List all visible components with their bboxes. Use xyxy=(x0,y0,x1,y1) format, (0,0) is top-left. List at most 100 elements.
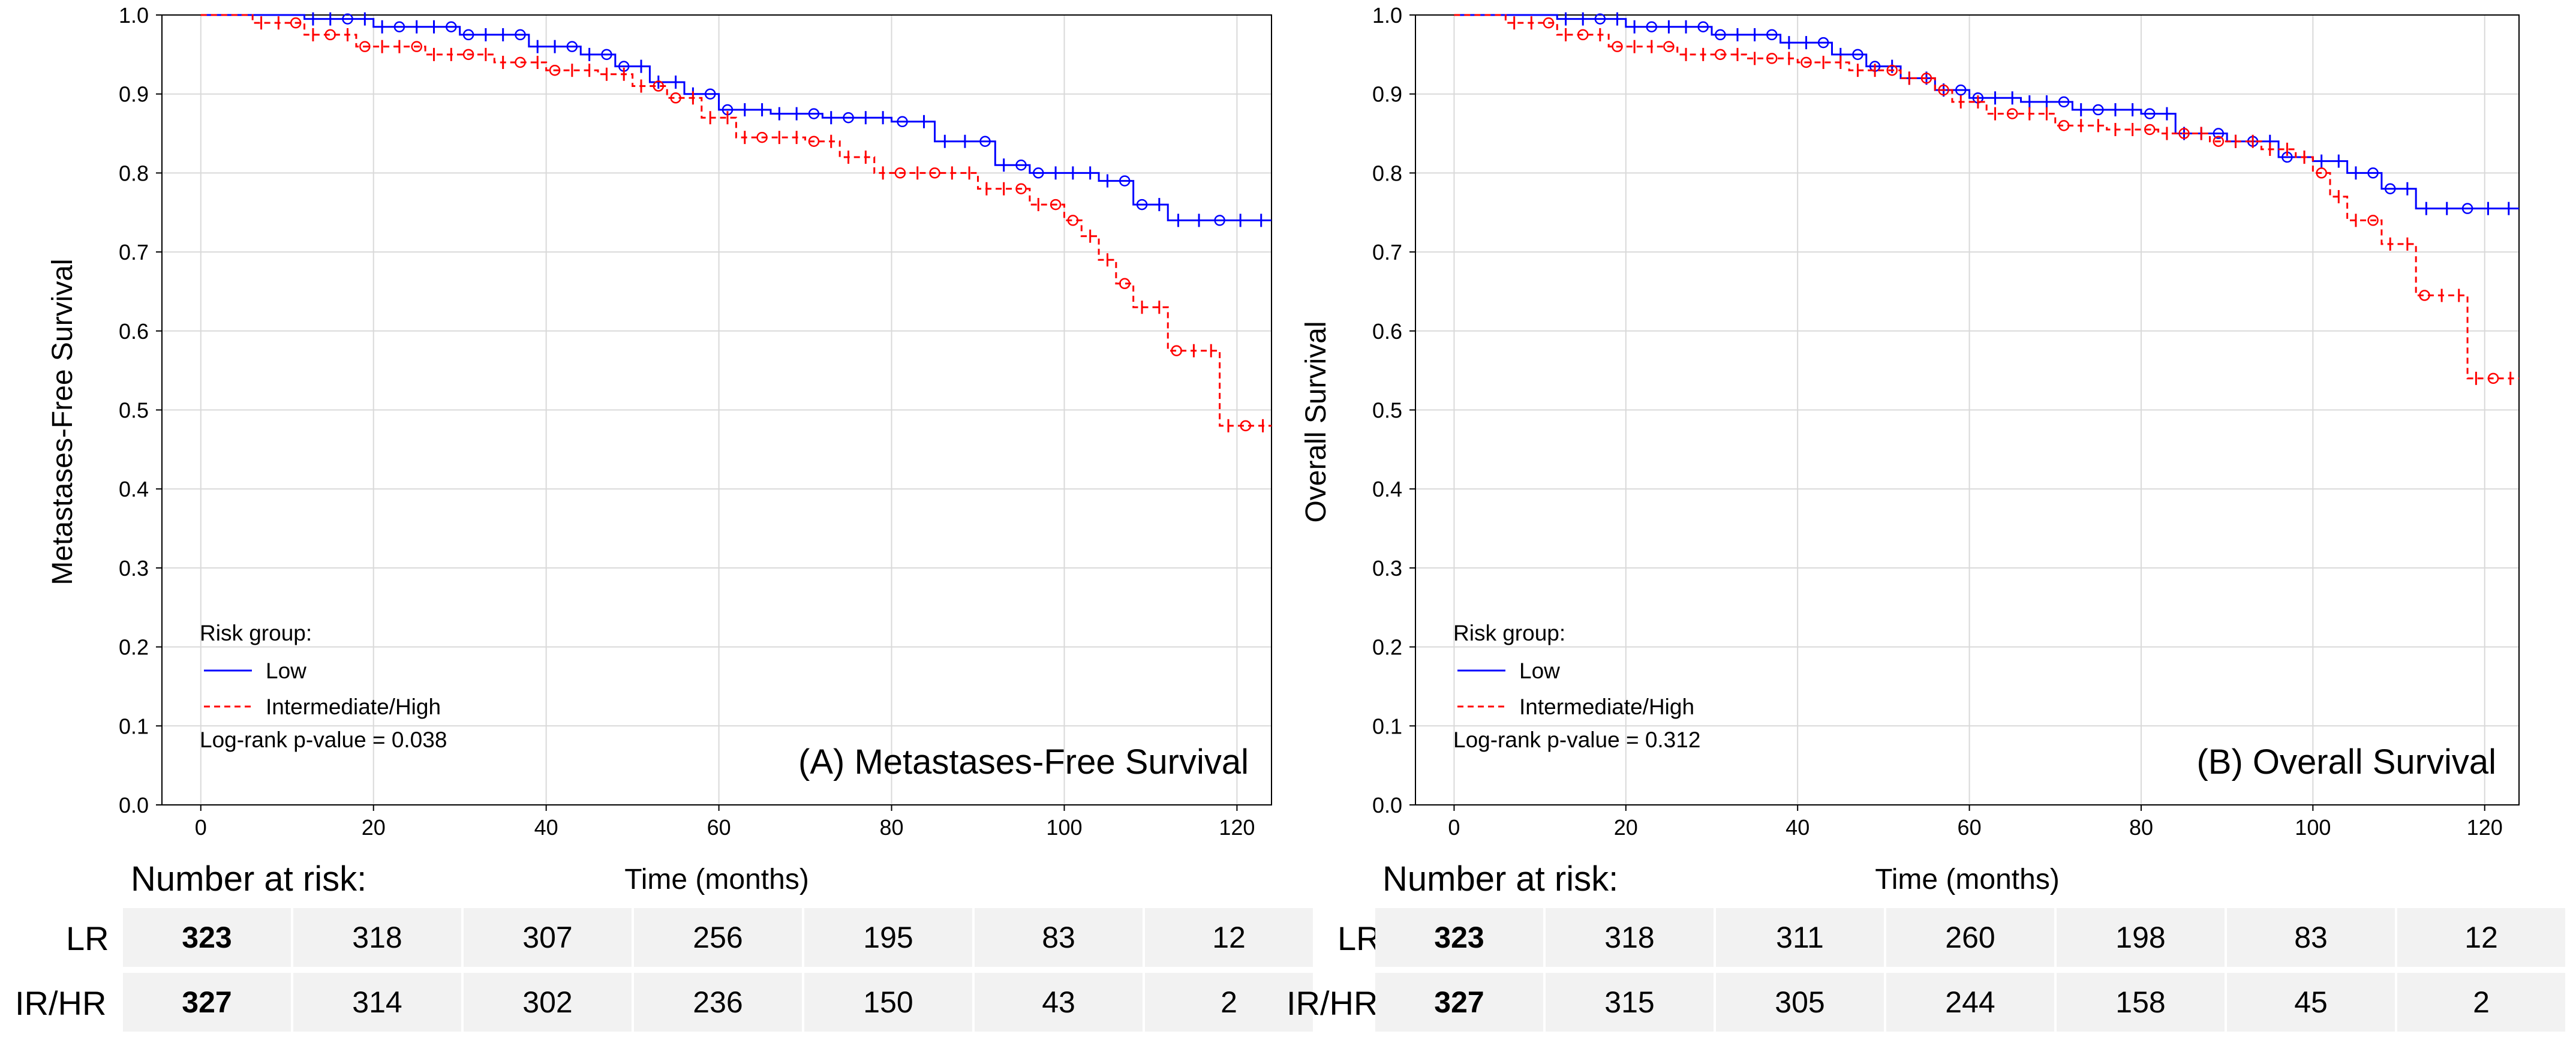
x-tick-label: 0 xyxy=(1448,815,1460,840)
risk-cell: 195 xyxy=(804,908,972,967)
event-marker xyxy=(2384,183,2396,194)
event-marker xyxy=(515,29,526,41)
risk-cell: 327 xyxy=(123,973,291,1032)
event-marker xyxy=(1715,29,1726,41)
event-marker xyxy=(1577,29,1589,41)
event-marker xyxy=(2006,108,2018,119)
event-marker xyxy=(2093,104,2104,116)
x-tick-label: 120 xyxy=(1219,815,1255,840)
y-tick-label: 0.9 xyxy=(119,82,149,107)
event-marker xyxy=(1136,199,1148,211)
plot-panel-0: 0.0 0.1 0.2 0.3 0.4 0.5 0.6 0.7 0.8 0.9 1.0 0 20 40 60… xyxy=(47,3,1272,895)
event-marker xyxy=(1015,183,1027,194)
risk-cell: 45 xyxy=(2227,973,2395,1032)
event-marker xyxy=(2487,372,2499,384)
risk-cell: 318 xyxy=(1546,908,1714,967)
risk-cell: 311 xyxy=(1716,908,1884,967)
legend-label-intermediate-high: Intermediate/High xyxy=(266,695,441,719)
event-marker xyxy=(2461,203,2473,214)
event-marker xyxy=(2058,96,2070,108)
legend-title: Risk group: xyxy=(1453,621,1565,645)
event-marker xyxy=(894,167,906,179)
risk-cell: 327 xyxy=(1375,973,1543,1032)
x-tick-label: 40 xyxy=(1786,815,1809,840)
y-tick-label: 0.8 xyxy=(1372,161,1402,185)
y-tick-label: 0.6 xyxy=(119,319,149,344)
event-marker xyxy=(549,64,561,76)
event-marker xyxy=(2419,290,2430,301)
x-tick-label: 60 xyxy=(707,815,731,840)
risk-cell: 83 xyxy=(2227,908,2395,967)
legend-label-intermediate-high: Intermediate/High xyxy=(1519,695,1694,719)
event-marker xyxy=(1594,13,1606,25)
y-tick-label: 0.7 xyxy=(119,240,149,264)
risk-cell: 150 xyxy=(804,973,972,1032)
event-marker xyxy=(1171,345,1182,356)
pvalue-text: Log-rank p-value = 0.038 xyxy=(200,728,447,752)
risk-cell: 305 xyxy=(1716,973,1884,1032)
risk-cell: 323 xyxy=(1375,908,1543,967)
event-marker xyxy=(2367,215,2379,226)
event-marker xyxy=(897,116,908,128)
x-tick-label: 60 xyxy=(1958,815,1982,840)
event-marker xyxy=(1067,215,1079,226)
y-tick-label: 0.7 xyxy=(1372,240,1402,264)
y-tick-label: 0.5 xyxy=(1372,398,1402,423)
legend-label-low: Low xyxy=(1519,659,1560,683)
x-tick-label: 100 xyxy=(2295,815,2331,840)
event-marker xyxy=(1050,199,1062,211)
risk-table-title: Number at risk: xyxy=(1382,859,1619,898)
event-marker xyxy=(2213,128,2225,139)
x-axis-label: Time (months) xyxy=(624,864,809,895)
risk-cell: 12 xyxy=(1145,908,1313,967)
event-marker xyxy=(929,167,940,179)
event-marker xyxy=(1240,420,1252,432)
plot-panel-1: 0.0 0.1 0.2 0.3 0.4 0.5 0.6 0.7 0.8 0.9 1.0 0 20 40 60… xyxy=(1300,3,2520,895)
event-marker xyxy=(462,29,474,41)
event-marker xyxy=(2178,128,2190,139)
event-marker xyxy=(843,112,854,124)
y-tick-label: 0.9 xyxy=(1372,82,1402,107)
y-tick-label: 0.2 xyxy=(119,635,149,660)
censor-marks-low xyxy=(1565,12,2510,215)
event-marker xyxy=(808,108,820,119)
y-tick-label: 0.0 xyxy=(119,793,149,817)
event-marker xyxy=(1938,84,1949,96)
risk-cell: 260 xyxy=(1886,908,2054,967)
event-marker xyxy=(601,49,612,61)
risk-cell: 256 xyxy=(634,908,802,967)
y-axis-label: Metastases-Free Survival xyxy=(47,259,79,585)
plot-border xyxy=(161,14,1272,805)
km-curve-low xyxy=(200,14,1272,221)
event-marker xyxy=(1119,175,1131,187)
y-tick-label: 0.4 xyxy=(1372,477,1402,501)
event-marker xyxy=(393,21,405,33)
panel-title: (A) Metastases-Free Survival xyxy=(798,743,1249,782)
event-marker xyxy=(704,88,716,100)
event-marker xyxy=(1663,41,1675,52)
risk-cell: 314 xyxy=(293,973,461,1032)
risk-cell: 43 xyxy=(975,973,1143,1032)
censor-marks-low xyxy=(312,12,1263,227)
event-marker xyxy=(515,56,526,68)
y-tick-label: 0.5 xyxy=(119,398,149,423)
event-marker xyxy=(1543,17,1555,29)
plot-border xyxy=(1415,14,2520,805)
legend-title: Risk group: xyxy=(200,621,312,645)
y-tick-label: 0.1 xyxy=(1372,714,1402,738)
km-curve-low xyxy=(1454,14,2519,210)
risk-cell: 83 xyxy=(975,908,1143,967)
event-marker xyxy=(462,49,474,61)
event-marker xyxy=(566,41,578,52)
risk-cell: 158 xyxy=(2057,973,2225,1032)
y-tick-label: 0.1 xyxy=(119,714,149,738)
event-marker xyxy=(324,29,336,41)
event-marker xyxy=(1955,84,1967,96)
risk-cell: 315 xyxy=(1546,973,1714,1032)
event-marker xyxy=(1766,29,1778,41)
x-tick-label: 0 xyxy=(195,815,207,840)
event-marker xyxy=(670,92,681,104)
event-marker xyxy=(756,131,768,143)
y-tick-label: 0.8 xyxy=(119,161,149,185)
risk-table-title: Number at risk: xyxy=(131,859,367,898)
